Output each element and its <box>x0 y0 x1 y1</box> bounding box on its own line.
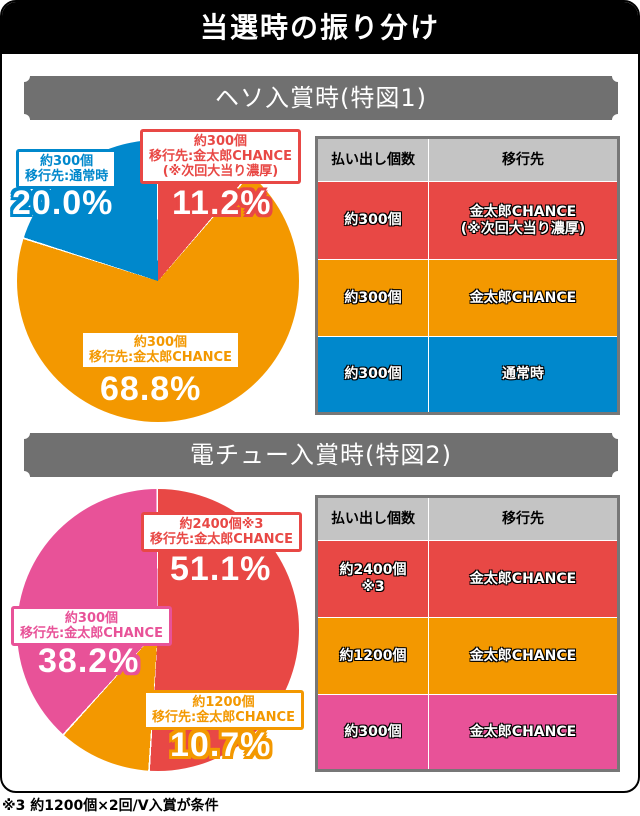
cell-payout: 約300個 <box>316 336 429 414</box>
slice-percent-tsujo: 20.0% <box>12 184 114 222</box>
slice-percent-kakutei: 11.2% <box>172 184 272 222</box>
slice-percent-chance: 68.8% <box>100 370 202 408</box>
cell-destination: 金太郎CHANCE <box>428 617 619 695</box>
column-header-destination: 移行先 <box>428 137 619 182</box>
label-destination: 移行先:金太郎CHANCE <box>89 350 232 365</box>
slice-label-300: 約300個 移行先:金太郎CHANCE <box>11 606 172 646</box>
slice-label-2400: 約2400個※3 移行先:金太郎CHANCE <box>141 512 302 552</box>
cell-destination: 金太郎CHANCE <box>428 259 619 337</box>
table-row: 約300個 通常時 <box>316 336 619 414</box>
payout-table-denchu: 払い出し個数 移行先 約2400個 ※3 金太郎CHANCE 約1200個 金太… <box>315 495 620 772</box>
label-payout: 約300個 <box>193 134 248 149</box>
label-payout: 約1200個 <box>192 695 255 710</box>
cell-destination: 金太郎CHANCE <box>428 694 619 771</box>
cell-destination: 金太郎CHANCE <box>428 540 619 618</box>
label-payout: 約300個 <box>133 335 188 350</box>
payout-note: ※3 <box>361 579 385 595</box>
label-destination: 移行先:通常時 <box>25 169 109 184</box>
cell-payout: 約300個 <box>316 259 429 337</box>
label-destination: 移行先:金太郎CHANCE <box>20 626 163 641</box>
cell-payout: 約300個 <box>316 694 429 771</box>
cell-destination: 金太郎CHANCE (※次回大当り濃厚) <box>428 181 619 260</box>
page-title: 当選時の振り分け <box>2 2 638 54</box>
slice-percent-300: 38.2% <box>38 642 140 680</box>
cell-payout: 約300個 <box>316 181 429 260</box>
table-row: 約300個 金太郎CHANCE <box>316 694 619 771</box>
table-row: 約300個 金太郎CHANCE <box>316 259 619 337</box>
footnote: ※3 約1200個×2回/V入賞が条件 <box>2 798 219 814</box>
label-payout: 約2400個※3 <box>179 517 264 532</box>
payout-table-heso: 払い出し個数 移行先 約300個 金太郎CHANCE (※次回大当り濃厚) 約3… <box>315 136 620 415</box>
destination-note: (※次回大当り濃厚) <box>460 220 586 237</box>
section-title: ヘソ入賞時(特図1) <box>215 84 427 112</box>
table-row: 約2400個 ※3 金太郎CHANCE <box>316 540 619 618</box>
column-header-payout: 払い出し個数 <box>316 137 429 182</box>
slice-label-kakutei: 約300個 移行先:金太郎CHANCE (※次回大当り濃厚) <box>140 129 301 184</box>
label-payout: 約300個 <box>40 154 94 169</box>
slice-percent-1200: 10.7% <box>170 726 272 764</box>
column-header-destination: 移行先 <box>428 496 619 541</box>
payout-text: 約2400個 <box>339 562 407 578</box>
destination-text: 金太郎CHANCE <box>469 203 577 220</box>
slice-label-1200: 約1200個 移行先:金太郎CHANCE <box>143 690 304 730</box>
label-destination: 移行先:金太郎CHANCE <box>150 532 293 547</box>
allocation-panel: 当選時の振り分け ヘソ入賞時(特図1) 約300個 移行先:通常時 20.0% … <box>0 0 640 793</box>
cell-destination: 通常時 <box>428 336 619 414</box>
column-header-payout: 払い出し個数 <box>316 496 429 541</box>
label-destination: 移行先:金太郎CHANCE <box>152 710 295 725</box>
label-payout: 約300個 <box>64 611 119 626</box>
slice-label-chance: 約300個 移行先:金太郎CHANCE <box>83 333 238 367</box>
section-banner-denchu: 電チュー入賞時(特図2) <box>18 427 624 483</box>
section-title: 電チュー入賞時(特図2) <box>190 441 452 469</box>
table-row: 約1200個 金太郎CHANCE <box>316 617 619 695</box>
label-destination: 移行先:金太郎CHANCE <box>149 149 292 164</box>
slice-percent-2400: 51.1% <box>170 550 272 588</box>
cell-payout: 約2400個 ※3 <box>316 540 429 618</box>
section-banner-heso: ヘソ入賞時(特図1) <box>18 70 624 126</box>
cell-payout: 約1200個 <box>316 617 429 695</box>
label-note: (※次回大当り濃厚) <box>162 164 279 179</box>
slice-label-tsujo: 約300個 移行先:通常時 <box>16 149 118 189</box>
table-row: 約300個 金太郎CHANCE (※次回大当り濃厚) <box>316 181 619 260</box>
